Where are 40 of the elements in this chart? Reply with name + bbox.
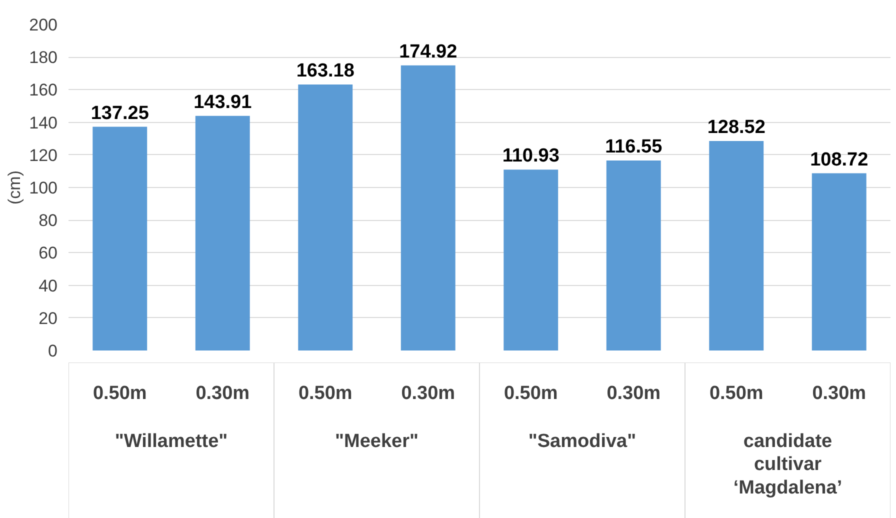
data-label: 110.93	[502, 146, 560, 167]
x-tick-label: 0.50m	[298, 383, 352, 404]
x-tick-label: 0.30m	[812, 383, 866, 404]
data-label: 163.18	[296, 60, 354, 82]
y-tick-label: 40	[38, 276, 58, 296]
y-tick-label: 20	[38, 308, 58, 328]
y-tick-label: 140	[29, 113, 58, 132]
y-tick-label: 160	[29, 80, 58, 100]
data-label: 137.25	[90, 102, 150, 124]
x-tick-label: 0.50m	[504, 383, 558, 404]
text: "Willamette"	[114, 431, 228, 452]
text: "Meeker"	[334, 431, 419, 452]
data-label: 116.55	[605, 136, 663, 158]
y-tick-label: 200	[29, 16, 58, 34]
data-label: 108.72	[810, 149, 868, 170]
x-tick-label: 0.30m	[606, 383, 661, 404]
bar	[92, 126, 148, 350]
y-tick-label: 120	[29, 146, 58, 165]
x-tick-label: 0.30m	[196, 383, 250, 404]
y-tick-label: 80	[38, 211, 58, 230]
y-axis-title: (cm)	[5, 170, 24, 204]
x-tick-label: 0.50m	[92, 383, 147, 404]
text: "Samodiva"	[528, 431, 636, 452]
bar	[195, 116, 250, 350]
data-label: 128.52	[707, 117, 766, 138]
y-tick-label: 180	[29, 48, 58, 68]
bar	[812, 173, 866, 350]
bar	[709, 141, 764, 350]
data-label: 143.91	[194, 92, 252, 113]
y-tick-label: 60	[38, 244, 58, 263]
data-label: 174.92	[399, 41, 458, 62]
bar	[400, 65, 456, 350]
text: candidate cultivar ‘Magdalena’	[733, 431, 842, 498]
bar	[504, 170, 558, 350]
y-tick-label: 100	[29, 178, 58, 198]
x-tick-label: 0.50m	[709, 383, 764, 404]
y-tick-label: 0	[48, 342, 58, 360]
bar	[606, 160, 661, 350]
x-tick-label: 0.30m	[401, 383, 456, 404]
bar	[298, 84, 353, 350]
